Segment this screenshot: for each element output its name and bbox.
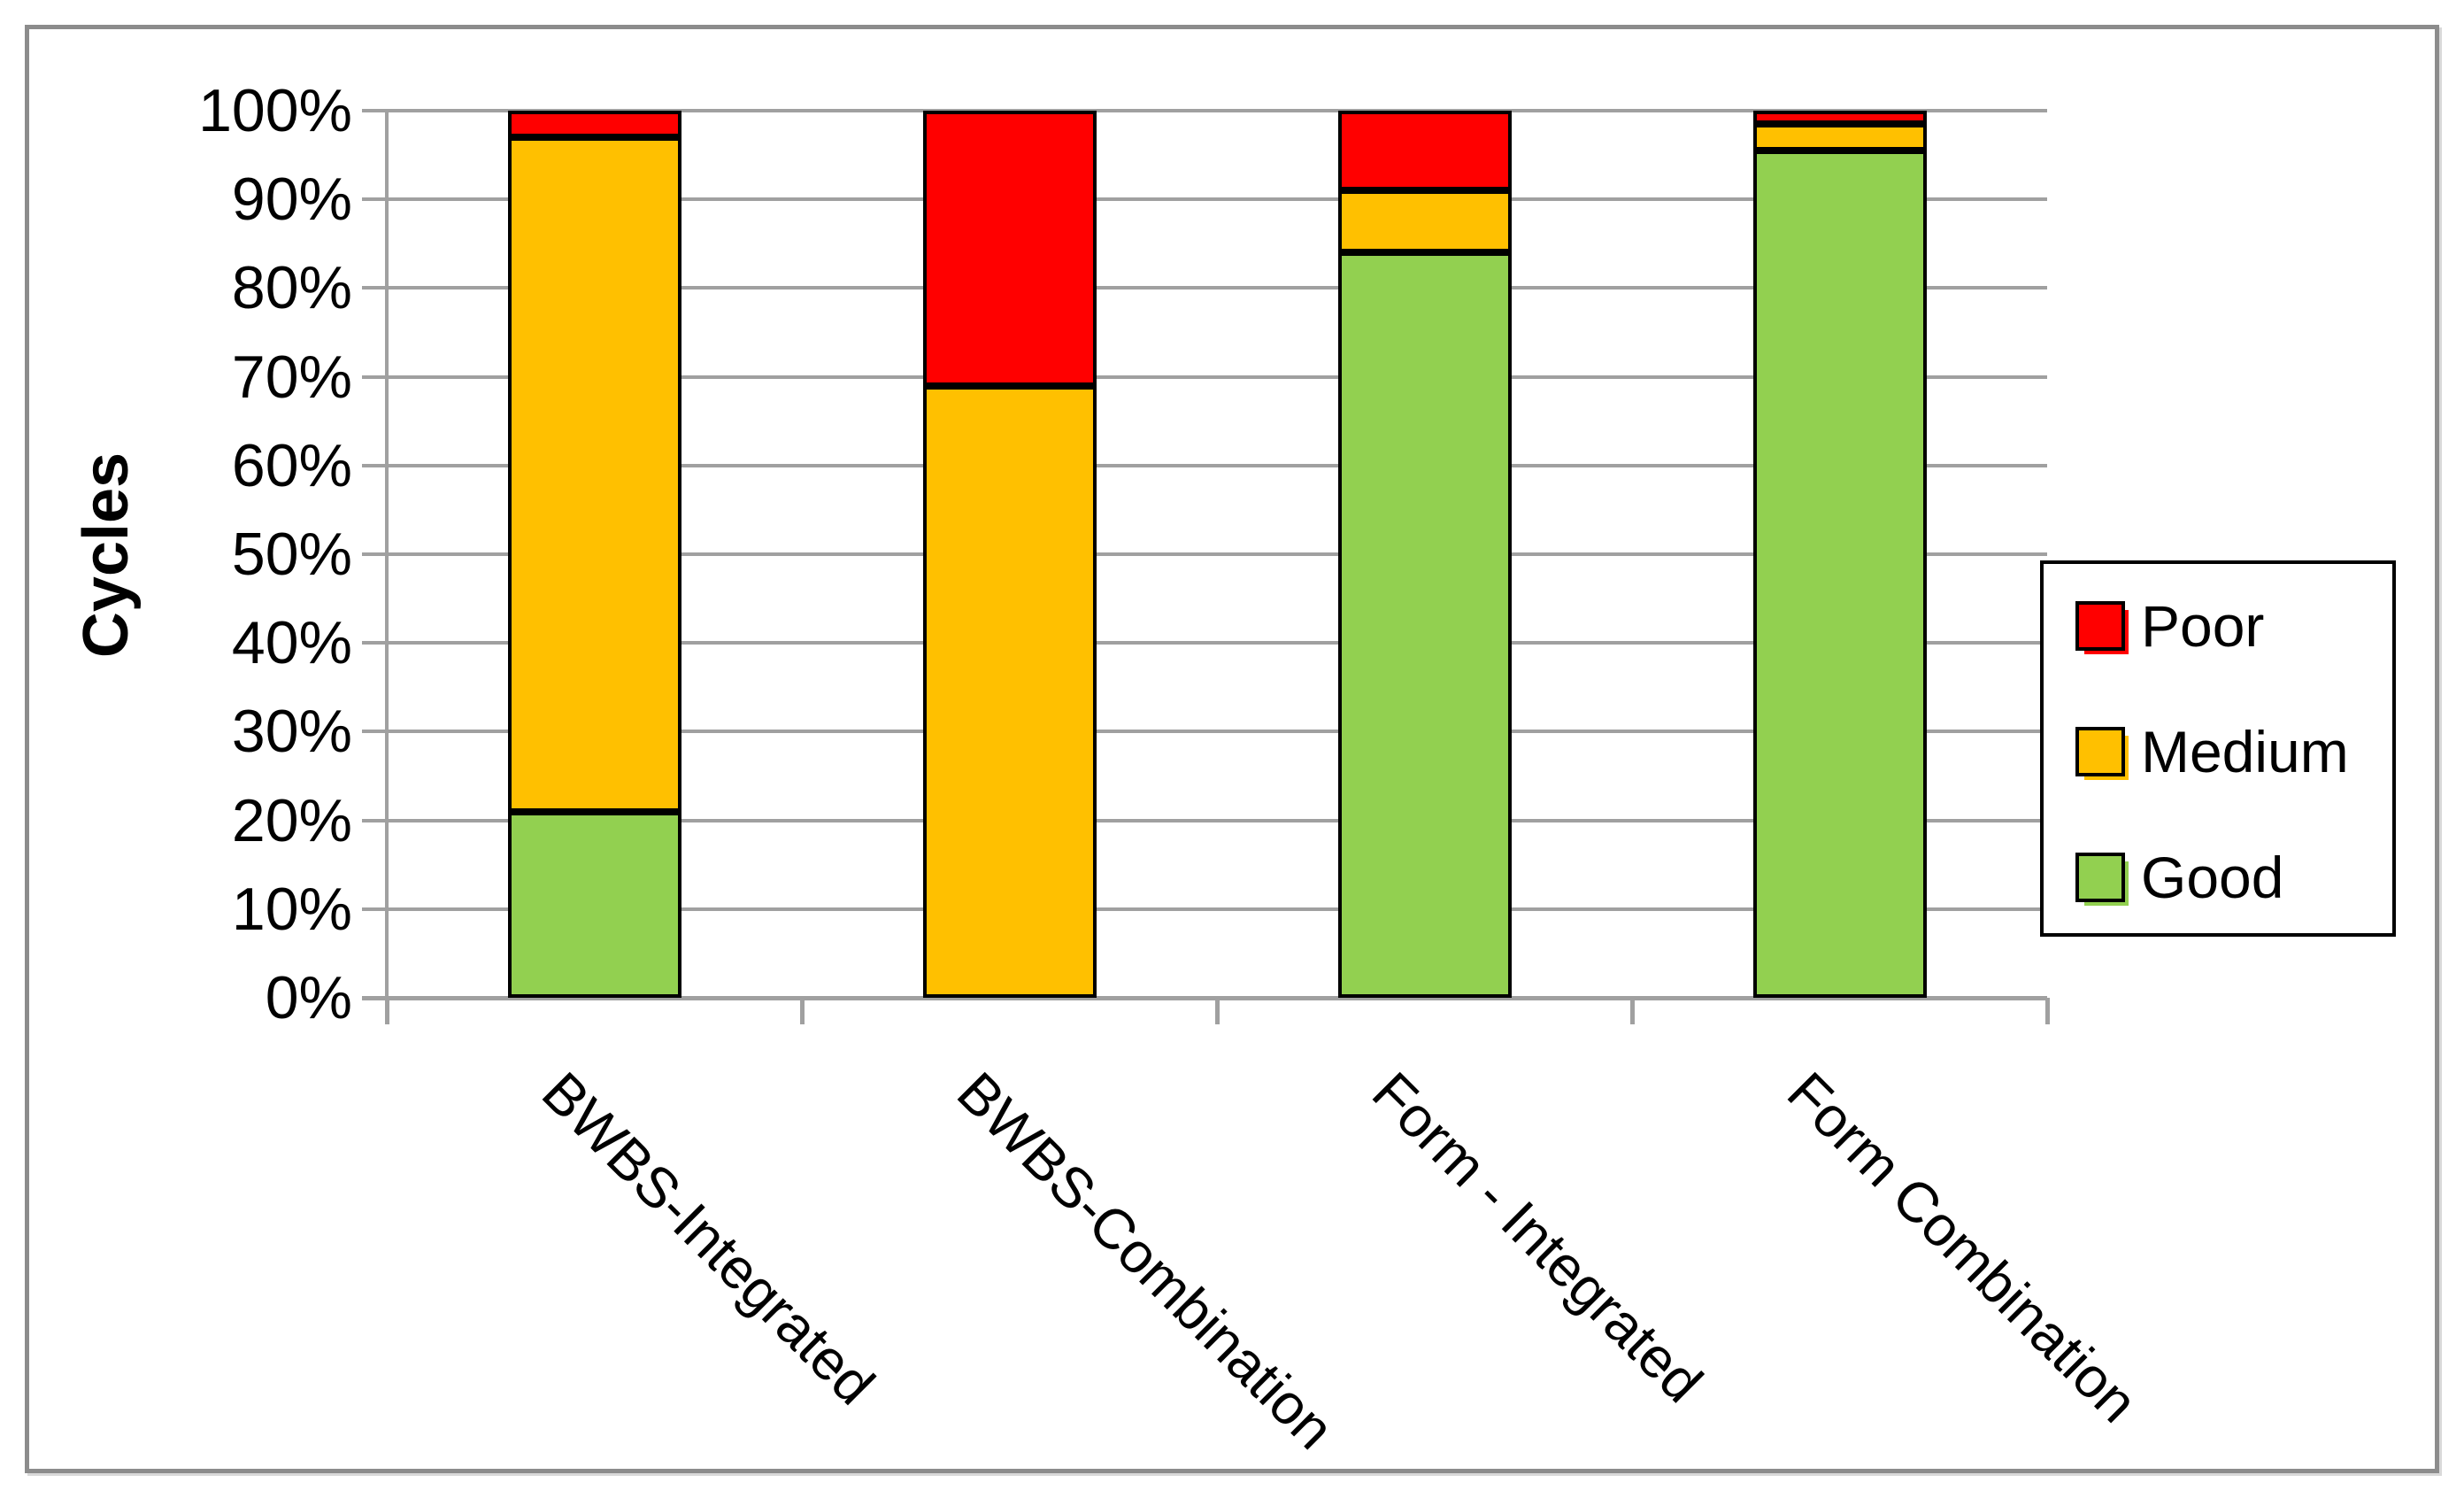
bar-segment-good-4[interactable]	[1753, 151, 1927, 998]
y-axis-line	[385, 111, 389, 1024]
y-tick-label: 80%	[231, 254, 352, 321]
bar-segment-poor-1[interactable]	[508, 111, 681, 137]
x-axis-tick	[800, 998, 805, 1024]
gridline-70%	[387, 375, 2047, 379]
bar-segment-medium-3[interactable]	[1338, 190, 1512, 252]
y-axis-tick	[362, 464, 387, 467]
y-axis-tick	[362, 819, 387, 822]
gridline-20%	[387, 819, 2047, 822]
y-axis-tick	[362, 109, 387, 112]
y-tick-label: 40%	[231, 609, 352, 676]
legend-swatch-poor-icon	[2075, 601, 2125, 651]
gridline-10%	[387, 907, 2047, 911]
y-tick-label: 0%	[265, 964, 352, 1031]
y-tick-label: 60%	[231, 432, 352, 499]
bar-segment-medium-2[interactable]	[923, 386, 1097, 998]
legend-swatch-good-icon	[2075, 853, 2125, 902]
bar-segment-poor-2[interactable]	[923, 111, 1097, 386]
x-axis-line	[362, 996, 2047, 1000]
y-axis-tick	[362, 375, 387, 379]
x-axis-tick	[385, 998, 389, 1024]
x-axis-tick	[2045, 998, 2050, 1024]
bar-segment-good-1[interactable]	[508, 812, 681, 998]
bar-segment-medium-1[interactable]	[508, 137, 681, 812]
legend-label: Good	[2141, 845, 2284, 910]
y-axis-tick	[362, 907, 387, 911]
y-tick-label: 100%	[198, 77, 352, 144]
y-tick-label: 20%	[231, 787, 352, 854]
bar-segment-poor-4[interactable]	[1753, 111, 1927, 124]
y-tick-label: 90%	[231, 166, 352, 233]
gridline-50%	[387, 552, 2047, 556]
legend-label: Poor	[2141, 593, 2265, 659]
legend-item-good[interactable]: Good	[2075, 842, 2283, 913]
y-tick-label: 10%	[231, 876, 352, 943]
y-tick-label: 70%	[231, 344, 352, 411]
bar-segment-good-3[interactable]	[1338, 252, 1512, 998]
x-axis-tick	[1630, 998, 1635, 1024]
legend-item-poor[interactable]: Poor	[2075, 591, 2264, 661]
gridline-40%	[387, 641, 2047, 645]
bar-segment-poor-3[interactable]	[1338, 111, 1512, 190]
gridline-100%	[387, 109, 2047, 112]
y-axis-tick	[362, 641, 387, 645]
gridline-60%	[387, 464, 2047, 467]
legend-item-medium[interactable]: Medium	[2075, 716, 2349, 787]
y-tick-label: 50%	[231, 521, 352, 588]
legend-label: Medium	[2141, 719, 2349, 784]
y-axis-tick	[362, 552, 387, 556]
y-axis-tick	[362, 286, 387, 290]
gridline-30%	[387, 730, 2047, 733]
gridline-80%	[387, 286, 2047, 290]
y-tick-label: 30%	[231, 698, 352, 765]
x-axis-tick	[1215, 998, 1220, 1024]
bar-segment-medium-4[interactable]	[1753, 124, 1927, 151]
legend-swatch-medium-icon	[2075, 727, 2125, 776]
y-axis-tick	[362, 730, 387, 733]
gridline-90%	[387, 197, 2047, 201]
y-axis-tick	[362, 197, 387, 201]
legend-box: Poor Medium Good	[2040, 560, 2396, 937]
chart-outer-frame	[25, 25, 2439, 1473]
y-axis-title: Cycles	[71, 452, 142, 659]
